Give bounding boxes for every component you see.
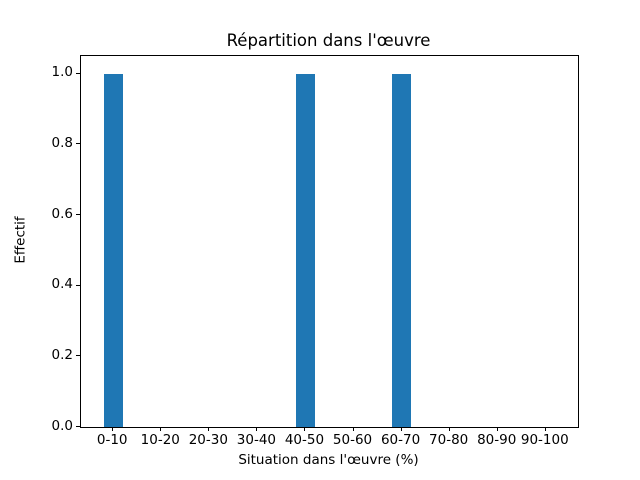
x-tick [496, 427, 498, 431]
x-tick-label: 90-100 [520, 432, 569, 448]
x-tick [448, 427, 450, 431]
y-tick-label: 0.2 [51, 346, 73, 363]
chart-title: Répartition dans l'œuvre [226, 31, 431, 50]
y-axis-label: Effectif [12, 216, 29, 264]
y-tick-label: 0.4 [51, 276, 73, 293]
x-tick-label: 20-30 [188, 432, 228, 448]
x-tick-label: 40-50 [284, 432, 325, 448]
x-tick [112, 427, 114, 431]
x-tick-label: 70-80 [429, 432, 469, 448]
x-tick-label: 80-90 [477, 432, 517, 448]
x-tick-label: 30-40 [236, 432, 276, 448]
bar-60-70 [391, 73, 412, 427]
x-tick [304, 427, 306, 431]
x-tick [400, 427, 402, 431]
x-tick-label: 60-70 [380, 432, 421, 448]
x-tick-label: 0-10 [96, 432, 128, 448]
x-tick-label: 10-20 [140, 432, 180, 448]
x-tick [160, 427, 162, 431]
y-tick [76, 72, 80, 74]
y-tick-label: 0.6 [51, 205, 73, 222]
y-tick [76, 214, 80, 215]
x-axis-label: Situation dans l'œuvre (%) [238, 452, 419, 468]
y-tick [76, 426, 80, 427]
x-tick [352, 427, 354, 431]
x-tick [256, 427, 258, 431]
y-tick [76, 284, 80, 286]
x-tick [208, 427, 210, 431]
y-tick [76, 355, 80, 357]
y-tick-label: 1.0 [51, 64, 73, 81]
y-tick-label: 0.8 [51, 134, 73, 151]
x-tick-label: 50-60 [332, 432, 373, 448]
bar-0-10 [103, 73, 123, 427]
y-tick [76, 143, 80, 145]
bar-40-50 [295, 73, 316, 427]
x-tick [544, 427, 546, 431]
y-tick-label: 0.0 [51, 417, 73, 434]
plot-area [80, 55, 579, 428]
